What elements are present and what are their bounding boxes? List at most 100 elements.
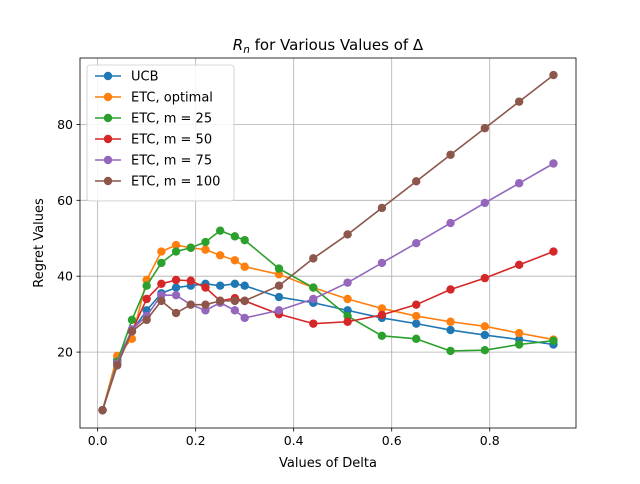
series-3-point	[549, 336, 558, 345]
series-6-point	[98, 405, 107, 415]
y-tick-label: 80	[57, 117, 73, 132]
legend-label: UCB	[131, 70, 159, 85]
series-4-point	[309, 319, 318, 328]
series-1-point	[412, 319, 421, 328]
series-1-point	[230, 279, 240, 288]
legend-entry: ETC, optimal	[95, 91, 213, 106]
series-6-point	[480, 124, 490, 133]
x-axis-label: Values of Delta	[279, 456, 377, 471]
series-6-point	[549, 70, 558, 80]
series-6-point	[171, 308, 181, 318]
series-6-point	[377, 203, 387, 213]
series-3-point	[480, 346, 490, 355]
series-6-point	[186, 300, 195, 309]
x-tick-label: 0.8	[480, 433, 500, 448]
legend-label: ETC, m = 25	[131, 112, 212, 127]
series-5-point	[480, 198, 490, 208]
series-2-point	[240, 262, 249, 271]
series-2-point	[377, 304, 387, 313]
series-2-point	[514, 328, 524, 338]
series-6-point	[240, 296, 249, 306]
legend-label: ETC, m = 75	[131, 154, 212, 169]
legend-swatch-marker	[103, 176, 113, 186]
series-6-point	[215, 296, 225, 306]
y-axis-label: Regret Values	[32, 198, 47, 288]
legend-swatch-marker	[103, 134, 113, 144]
legend-entry: ETC, m = 25	[95, 112, 212, 127]
series-4-point	[480, 273, 490, 283]
series-2-point	[230, 256, 240, 265]
series-6-point	[446, 150, 455, 159]
series-4-point	[201, 283, 210, 292]
series-3-point	[230, 232, 240, 241]
series-1-point	[240, 281, 249, 290]
series-6-point	[142, 315, 151, 325]
series-5-point	[171, 290, 181, 300]
series-6-point	[412, 177, 421, 186]
series-6-point	[157, 296, 166, 306]
series-6-point	[274, 281, 284, 290]
chart-title: Rn for Various Values of Δ	[233, 36, 424, 56]
series-5-point	[412, 238, 421, 248]
x-tick-label: 0.4	[284, 433, 304, 448]
series-4-point	[446, 285, 455, 294]
y-tick-label: 60	[57, 193, 73, 208]
title-main: R	[233, 36, 243, 54]
series-1-point	[446, 325, 455, 335]
legend-swatch-marker	[103, 155, 113, 165]
series-3-point	[186, 243, 195, 252]
series-2-point	[343, 294, 352, 304]
series-6-point	[201, 300, 210, 309]
legend-label: ETC, m = 100	[131, 175, 220, 190]
axes-frame	[79, 57, 577, 429]
series-4-point	[343, 317, 352, 326]
series-3-line	[101, 229, 554, 411]
x-tick-label: 0.0	[88, 433, 108, 448]
legend-entry: ETC, m = 100	[95, 175, 220, 190]
series-4-point	[186, 276, 195, 285]
series-3-point	[274, 264, 284, 273]
series-5-line	[101, 162, 554, 411]
series-1-point	[215, 281, 225, 290]
series-4-point	[412, 300, 421, 309]
tick-layer: 0.0 0.2 0.4 0.6 0.8 20 40 60 80	[57, 117, 500, 448]
series-4-point	[514, 260, 524, 270]
series-1-point	[274, 292, 284, 302]
title-rest: for Various Values of Δ	[250, 36, 424, 54]
series-1-point	[171, 283, 181, 292]
series-3-point	[171, 247, 181, 256]
series-2-point	[201, 245, 210, 254]
series-3-point	[514, 340, 524, 349]
x-tick-label: 0.6	[382, 433, 402, 448]
series-5-point	[274, 306, 284, 315]
series-2-point	[171, 240, 181, 250]
legend-entry: ETC, m = 75	[95, 154, 212, 169]
series-6-point	[113, 361, 122, 370]
series-3-point	[412, 334, 421, 344]
series-3-point	[240, 235, 249, 245]
legend-swatch-marker	[103, 113, 113, 123]
series-5-point	[549, 159, 558, 168]
series-3-point	[127, 315, 137, 325]
series-5-point	[446, 218, 455, 228]
series-1-point	[480, 330, 490, 340]
series-5-point	[343, 278, 352, 287]
series-3-point	[309, 283, 318, 292]
series-3-point	[142, 281, 151, 290]
series-6	[98, 70, 558, 415]
series-6-point	[127, 327, 137, 336]
series-3-point	[201, 237, 210, 247]
series-6-point	[343, 230, 352, 239]
series-2-point	[412, 311, 421, 321]
series-6-point	[514, 97, 524, 106]
series-3-point	[215, 226, 225, 235]
series-3-point	[446, 346, 455, 356]
series-4-point	[377, 310, 387, 320]
legend-box	[86, 64, 235, 202]
series-5-point	[309, 294, 318, 304]
series-4-point	[549, 247, 558, 256]
series-5-point	[514, 179, 524, 188]
legend-label: ETC, optimal	[131, 91, 213, 106]
